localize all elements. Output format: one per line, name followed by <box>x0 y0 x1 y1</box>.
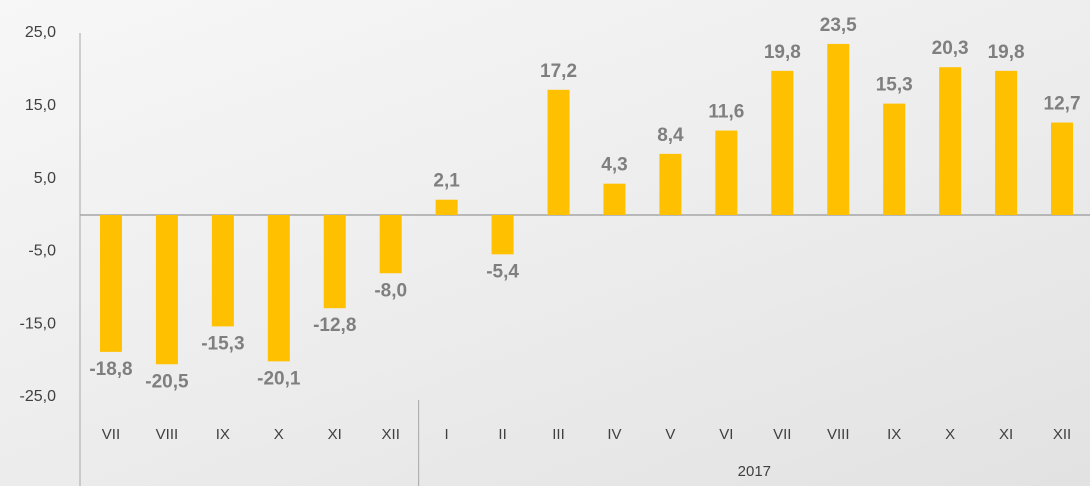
bar <box>435 199 458 215</box>
bar <box>939 67 962 215</box>
bar <box>827 43 850 215</box>
value-label: -5,4 <box>486 261 519 282</box>
bar <box>771 70 794 215</box>
bar <box>155 215 178 365</box>
value-label: 4,3 <box>601 155 627 176</box>
value-label: 20,3 <box>932 38 969 59</box>
x-tick-label: XI <box>328 426 342 443</box>
bar <box>659 153 682 215</box>
value-label: 12,7 <box>1044 94 1081 115</box>
bar <box>883 103 906 215</box>
value-label: 19,8 <box>988 42 1025 63</box>
x-tick-label: X <box>274 426 284 443</box>
value-label: 15,3 <box>876 75 913 96</box>
x-tick-label: IX <box>887 426 901 443</box>
x-tick-label: XII <box>1053 426 1071 443</box>
x-tick-label: X <box>945 426 955 443</box>
value-label: -8,0 <box>374 280 407 301</box>
bar <box>491 215 514 255</box>
y-tick-label: 5,0 <box>34 170 56 187</box>
x-tick-label: VII <box>102 426 120 443</box>
x-tick-label: VI <box>719 426 733 443</box>
x-tick-label: VII <box>773 426 791 443</box>
y-tick-label: 15,0 <box>25 97 56 114</box>
value-label: -15,3 <box>201 333 244 354</box>
value-label: -12,8 <box>313 315 356 336</box>
bar <box>211 215 234 327</box>
x-tick-label: VIII <box>156 426 179 443</box>
x-tick-label: V <box>665 426 675 443</box>
group-label: 2017 <box>738 463 771 480</box>
bar <box>323 215 346 309</box>
x-tick-label: II <box>498 426 506 443</box>
bar <box>715 130 738 215</box>
value-label: 11,6 <box>708 102 744 123</box>
value-label: 19,8 <box>764 42 801 63</box>
bar <box>1051 122 1074 215</box>
y-tick-label: -15,0 <box>20 315 57 332</box>
bar <box>603 183 626 215</box>
bar <box>995 70 1018 215</box>
y-tick-label: 25,0 <box>25 24 56 41</box>
bar <box>99 215 122 352</box>
x-tick-label: XI <box>999 426 1013 443</box>
bar <box>547 89 570 215</box>
value-label: 23,5 <box>820 15 857 36</box>
x-tick-label: I <box>445 426 449 443</box>
bar <box>379 215 402 274</box>
value-label: -20,5 <box>145 371 189 392</box>
value-label: 17,2 <box>540 61 577 82</box>
x-tick-label: VIII <box>827 426 850 443</box>
x-tick-label: XII <box>382 426 400 443</box>
y-tick-label: -5,0 <box>28 243 56 260</box>
value-label: 8,4 <box>657 125 684 146</box>
value-label: -18,8 <box>89 359 132 380</box>
x-tick-label: III <box>552 426 565 443</box>
x-tick-label: IX <box>216 426 230 443</box>
y-tick-label: -25,0 <box>20 388 57 405</box>
value-label: 2,1 <box>433 171 460 192</box>
bar <box>267 215 290 362</box>
value-label: -20,1 <box>257 368 301 389</box>
x-tick-label: IV <box>607 426 621 443</box>
